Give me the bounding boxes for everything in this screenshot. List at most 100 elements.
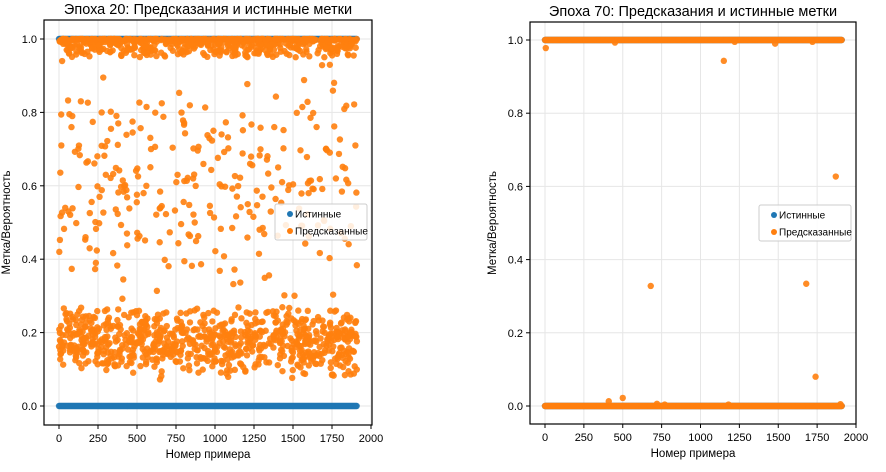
x-tick-label: 2000 [844,432,868,444]
point-predicted [94,348,102,356]
point-predicted [310,185,317,193]
point-predicted [129,46,136,53]
point-predicted [281,292,288,299]
point-predicted [58,209,66,216]
point-predicted [345,350,352,357]
point-predicted [152,109,159,116]
y-tick-label: 0.6 [22,181,37,193]
point-predicted [141,237,149,244]
point-predicted [100,350,107,358]
point-predicted [112,338,120,345]
point-predicted [145,329,152,336]
point-predicted [345,368,352,375]
point-predicted [153,320,161,327]
point-predicted [244,80,251,88]
point-predicted [243,352,251,359]
point-predicted [181,130,189,137]
point-predicted [232,213,240,220]
point-predicted [76,151,83,159]
point-predicted [244,339,251,346]
x-axis-label: Номер примера [166,449,251,461]
point-predicted [206,209,214,217]
point-predicted [173,358,180,366]
point-predicted [113,112,120,120]
point-predicted [276,338,284,345]
point-predicted [105,341,112,348]
point-predicted [228,333,235,340]
point-predicted [338,188,346,195]
point-predicted [231,311,239,319]
point-predicted [309,36,317,44]
point-predicted [94,183,101,190]
point-predicted [197,319,204,326]
point-predicted [137,333,145,341]
point-predicted [164,350,171,358]
point-predicted [166,229,173,236]
point-predicted [128,359,135,367]
point-predicted [153,52,160,60]
point-predicted [330,372,337,379]
point-predicted [225,361,233,369]
point-predicted [178,323,185,331]
point-predicted [98,109,105,116]
point-predicted [289,366,296,374]
point-predicted [170,334,178,341]
point-predicted [75,183,82,191]
point-predicted [313,331,320,338]
point-predicted [321,54,328,61]
point-predicted [280,145,287,152]
point-predicted [190,145,197,152]
point-predicted [178,109,185,116]
point-predicted [343,102,350,109]
y-tick-label: 0.8 [508,108,523,120]
point-predicted [337,344,344,352]
point-predicted [274,361,281,369]
point-predicted [136,321,144,328]
point-predicted [305,362,313,369]
point-predicted [93,247,101,254]
point-predicted [124,346,132,353]
point-predicted [84,158,92,165]
point-predicted [345,241,352,248]
y-tick-label: 0.0 [22,401,37,413]
legend-label: Предсказанные [779,228,852,239]
point-predicted [179,342,186,350]
point-predicted [262,327,269,334]
point-predicted [175,240,182,247]
point-predicted [188,262,196,270]
point-predicted [147,51,154,58]
point-predicted [309,321,316,328]
point-predicted [353,333,360,340]
point-predicted [277,346,285,354]
point-predicted [217,357,225,365]
point-predicted [221,183,229,190]
point-predicted [186,232,194,240]
point-predicted [300,76,308,84]
point-predicted [69,112,76,120]
point-predicted [141,318,148,326]
point-predicted [58,142,65,149]
point-predicted [319,323,327,330]
point-predicted [647,282,654,290]
point-predicted [180,121,188,128]
point-predicted [195,232,202,240]
x-tick-label: 1500 [281,433,305,445]
point-predicted [230,280,237,288]
point-predicted [103,366,110,374]
point-predicted [81,340,88,348]
point-predicted [298,190,305,197]
point-predicted [331,36,338,43]
point-predicted [191,219,198,226]
point-predicted [74,40,81,48]
point-predicted [123,131,130,138]
point-predicted [201,344,208,352]
point-predicted [209,318,216,325]
legend-box [274,203,368,241]
point-predicted [812,373,819,380]
point-predicted [216,267,223,275]
point-predicted [132,167,140,174]
point-predicted [124,242,131,249]
point-predicted [109,249,117,257]
point-predicted [329,291,337,298]
point-predicted [318,35,326,43]
